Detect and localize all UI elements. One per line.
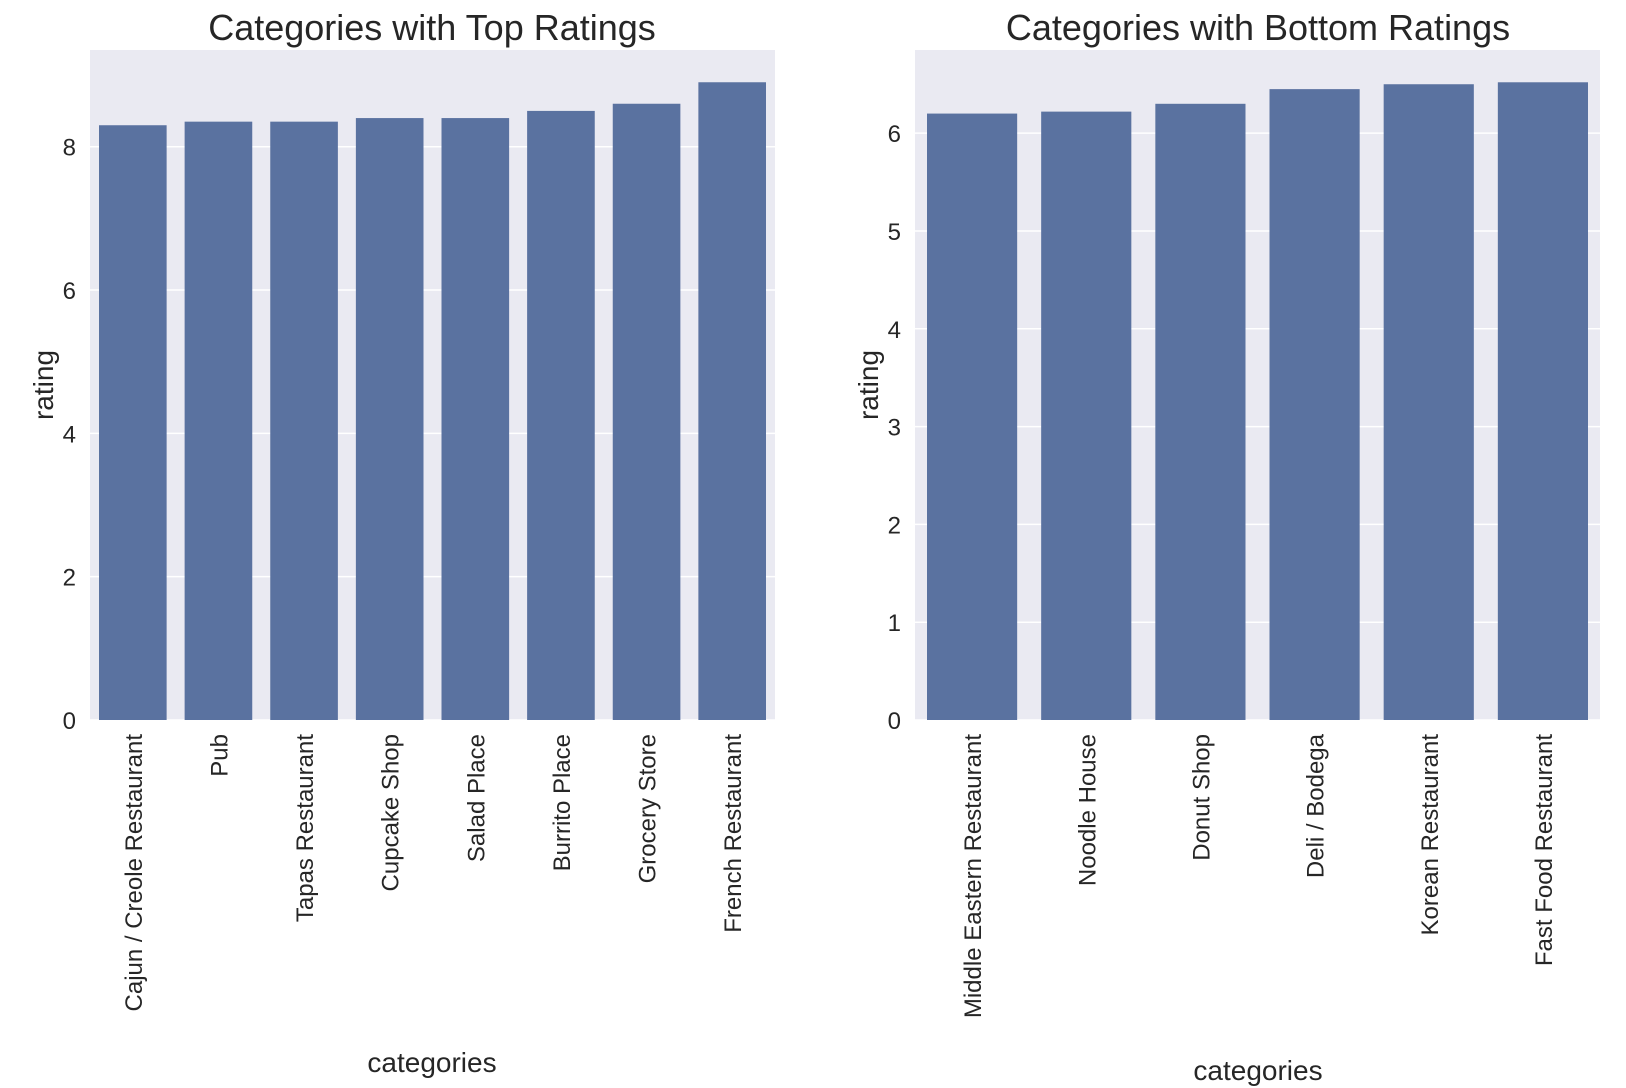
bar — [927, 113, 1018, 720]
bottom-ratings-chart: Categories with Bottom Ratings 0 1 2 3 4 5 6 M… — [853, 7, 1600, 1086]
x-tick-label: Grocery Store — [635, 734, 662, 883]
x-axis-label: categories — [1193, 1055, 1322, 1086]
bar — [184, 121, 253, 720]
x-tick-label: Cupcake Shop — [378, 734, 405, 891]
y-tick-label: 8 — [63, 135, 76, 162]
y-axis-label: rating — [28, 350, 59, 420]
bar — [441, 118, 510, 720]
chart-title: Categories with Bottom Ratings — [1006, 7, 1510, 48]
y-tick-label: 3 — [888, 415, 901, 442]
y-tick-label: 5 — [888, 219, 901, 246]
x-tick-label: Fast Food Restaurant — [1531, 734, 1558, 966]
x-tick-label: Salad Place — [463, 734, 490, 862]
y-tick-labels: 0 2 4 6 8 — [63, 135, 76, 735]
x-axis-label: categories — [367, 1047, 496, 1078]
x-tick-label: French Restaurant — [720, 734, 747, 933]
x-tick-label: Donut Shop — [1188, 734, 1215, 861]
y-tick-label: 1 — [888, 610, 901, 637]
x-tick-label: Tapas Restaurant — [292, 734, 319, 922]
x-tick-labels: Cajun / Creole Restaurant Pub Tapas Restau… — [121, 734, 747, 1012]
bar — [612, 103, 681, 721]
bar — [1383, 84, 1474, 720]
x-tick-labels: Middle Eastern Restaurant Noodle House Don… — [960, 733, 1558, 1018]
chart-title: Categories with Top Ratings — [208, 7, 656, 48]
y-tick-label: 4 — [63, 421, 76, 448]
y-tick-label: 2 — [888, 512, 901, 539]
bars — [927, 82, 1588, 721]
x-tick-label: Middle Eastern Restaurant — [960, 734, 987, 1018]
y-tick-labels: 0 1 2 3 4 5 6 — [888, 121, 901, 735]
y-tick-label: 6 — [63, 278, 76, 305]
x-tick-label: Noodle House — [1074, 734, 1101, 886]
x-tick-label: Burrito Place — [549, 734, 576, 871]
bar — [1155, 103, 1246, 720]
y-tick-label: 4 — [888, 317, 901, 344]
bar — [527, 110, 595, 721]
bar — [270, 121, 338, 720]
y-tick-label: 0 — [888, 708, 901, 735]
y-tick-label: 0 — [63, 708, 76, 735]
x-tick-label: Deli / Bodega — [1303, 733, 1330, 878]
bar — [1497, 82, 1588, 721]
bar — [1269, 89, 1360, 720]
bar — [99, 125, 167, 720]
x-tick-label: Korean Restaurant — [1417, 734, 1444, 936]
y-tick-label: 6 — [888, 121, 901, 148]
gridlines — [915, 132, 1600, 721]
bar — [698, 82, 766, 721]
plot-area — [915, 50, 1600, 720]
bars — [99, 82, 766, 721]
y-tick-label: 2 — [63, 565, 76, 592]
y-axis-label: rating — [853, 350, 884, 420]
bar — [355, 118, 424, 720]
top-ratings-chart: Categories with Top Ratings 0 2 4 6 8 Cajun … — [28, 7, 775, 1078]
bar — [1041, 111, 1132, 721]
x-tick-label: Cajun / Creole Restaurant — [121, 734, 148, 1012]
x-tick-label: Pub — [206, 734, 233, 777]
